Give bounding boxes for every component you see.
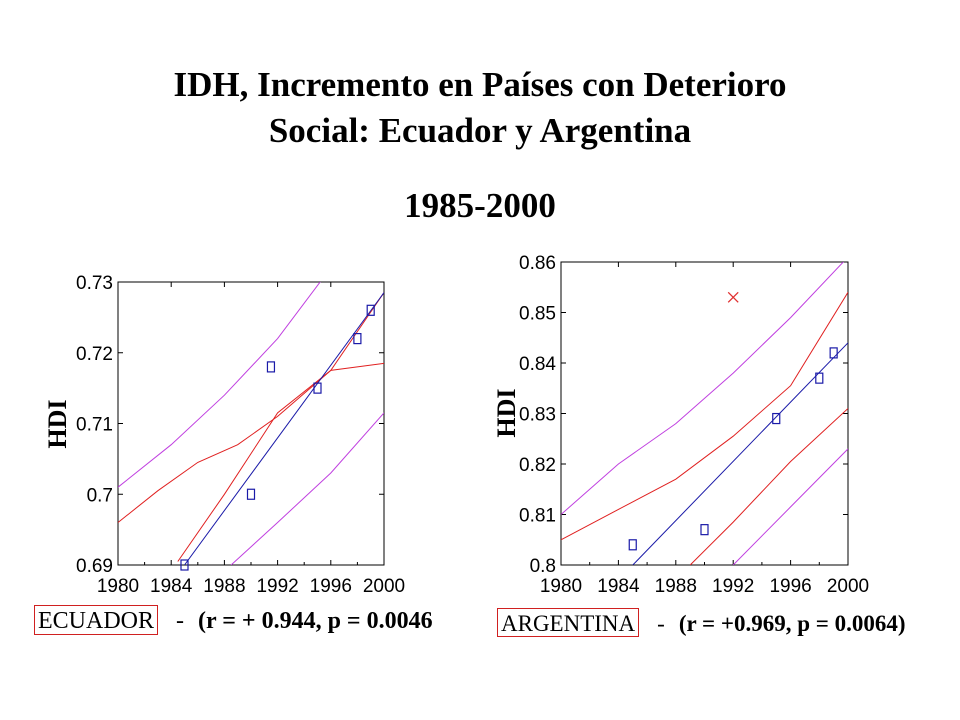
title-line-2: Social: Ecuador y Argentina [268, 111, 692, 150]
ecuador-y-axis-label: HDI [43, 399, 72, 448]
argentina-curves [561, 262, 848, 565]
argentina-prediction-lower [732, 448, 848, 565]
ecuador-ytick-label: 0.71 [76, 415, 113, 436]
ecuador-confidence-upper [177, 362, 384, 562]
ecuador-xtick-label: 1984 [150, 576, 193, 597]
argentina-confidence-lower [689, 408, 848, 565]
ecuador-ytick-label: 0.7 [87, 485, 113, 506]
ecuador-xtick-label: 1992 [256, 576, 298, 597]
title-period: 1985-2000 [404, 186, 556, 225]
ecuador-data-point [246, 488, 256, 500]
argentina-confidence-upper [561, 292, 848, 541]
argentina-ytick-label: 0.84 [519, 354, 556, 375]
argentina-xtick-label: 2000 [827, 576, 869, 597]
title-line-1: IDH, Incremento en Países con Deterioro [173, 65, 787, 104]
argentina-xtick-label: 1988 [655, 576, 697, 597]
argentina-ytick-label: 0.86 [519, 253, 556, 274]
ecuador-confidence-lower [118, 292, 384, 523]
ecuador-ytick-label: 0.69 [76, 556, 113, 577]
ecuador-country-box: ECUADOR [34, 605, 159, 635]
ecuador-data-point [313, 382, 322, 394]
argentina-data-point [628, 539, 637, 551]
argentina-stats: (r = +0.969, p = 0.0064) [678, 611, 906, 636]
ecuador-ytick-label: 0.73 [76, 273, 113, 294]
ecuador-stats: (r = + 0.944, p = 0.0046 [198, 608, 433, 634]
argentina-outlier-point [727, 291, 739, 303]
argentina-dash: - [657, 611, 665, 636]
ecuador-xtick-label: 2000 [363, 576, 405, 597]
argentina-ytick-label: 0.82 [519, 455, 556, 476]
argentina-data-point [700, 524, 709, 536]
ecuador-dash: - [176, 608, 185, 634]
ecuador-data-point [266, 361, 276, 373]
argentina-y-axis-label: HDI [492, 388, 521, 437]
ecuador-footer: ECUADOR - (r = + 0.944, p = 0.0046 [34, 605, 433, 636]
ecuador-ytick-label: 0.72 [76, 344, 113, 365]
argentina-prediction-upper [561, 262, 844, 515]
argentina-chart: 1980 1984 1988 1992 1996 2000 0.8 0.81 0.82 0.83 0… [492, 253, 869, 597]
ecuador-fit-line [184, 292, 384, 565]
argentina-data-point [772, 412, 781, 425]
ecuador-data-point [366, 304, 375, 316]
argentina-data-point [829, 347, 838, 359]
argentina-ytick-label: 0.85 [519, 304, 556, 325]
ecuador-xtick-label: 1980 [97, 576, 139, 597]
ecuador-xtick-label: 1996 [310, 576, 352, 597]
argentina-plot-frame [560, 261, 849, 566]
ecuador-prediction-upper [118, 282, 321, 488]
argentina-footer: ARGENTINA - (r = +0.969, p = 0.0064) [497, 608, 906, 639]
ecuador-data-point [353, 333, 362, 345]
argentina-fit-line [632, 342, 848, 565]
ecuador-xtick-label: 1988 [203, 576, 245, 597]
argentina-xtick-label: 1984 [597, 576, 640, 597]
ecuador-chart: 1980 1984 1988 1992 1996 2000 0.69 0.7 0.71 0.72 0… [43, 273, 405, 597]
argentina-xtick-label: 1996 [769, 576, 811, 597]
argentina-xtick-label: 1992 [712, 576, 754, 597]
argentina-ytick-label: 0.81 [519, 506, 556, 527]
argentina-ytick-label: 0.83 [519, 405, 556, 426]
ecuador-prediction-lower [230, 412, 384, 565]
argentina-country-box: ARGENTINA [497, 608, 640, 637]
argentina-data-point [815, 372, 824, 384]
ecuador-plot-frame [117, 281, 385, 566]
argentina-xtick-label: 1980 [540, 576, 582, 597]
ecuador-curves [118, 282, 384, 565]
argentina-ytick-label: 0.8 [530, 556, 556, 577]
ecuador-data-point [180, 559, 189, 571]
